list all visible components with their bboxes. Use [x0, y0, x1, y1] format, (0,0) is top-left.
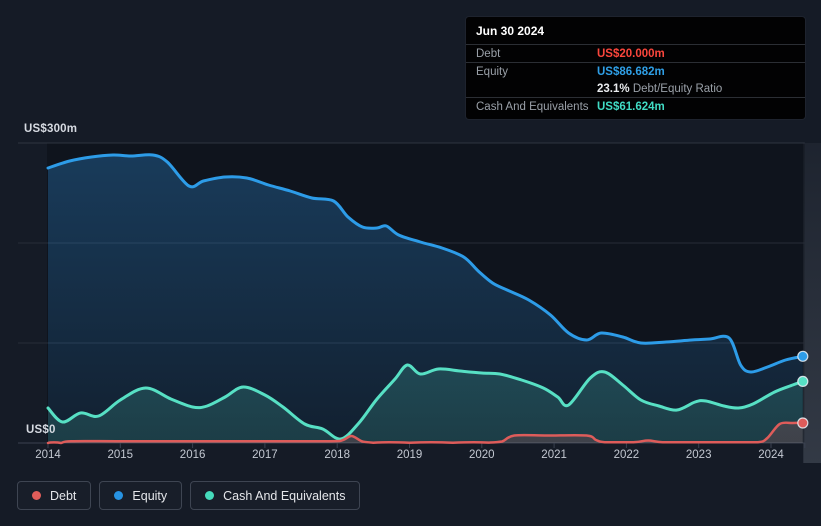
x-tick-label-2015: 2015 — [107, 449, 134, 461]
legend-item-label: Equity — [132, 488, 168, 503]
equity-area — [48, 154, 803, 443]
cash-and-equivalents-area — [48, 364, 803, 443]
x-tick-label-2021: 2021 — [541, 449, 567, 461]
tooltip-row-debt: Debt US$20.000m — [466, 44, 805, 62]
legend: Debt Equity Cash And Equivalents — [17, 481, 361, 510]
x-tick-label-2014: 2014 — [35, 449, 61, 461]
tooltip-cash-label: Cash And Equivalents — [476, 101, 589, 113]
tooltip-equity-value: US$86.682m — [597, 66, 665, 78]
y-axis-label-zero: US$0 — [26, 424, 56, 436]
tooltip-row-equity: Equity US$86.682m — [466, 62, 805, 80]
x-tick-label-2018: 2018 — [324, 449, 350, 461]
cash-and-equivalents-legend-dot-icon — [205, 491, 215, 500]
legend-item-label: Debt — [50, 488, 77, 503]
tooltip-equity-label: Equity — [476, 66, 508, 78]
tooltip-debt-label: Debt — [476, 48, 501, 60]
equity-endpoint-dot — [797, 350, 809, 362]
debt-endpoint-dot — [797, 417, 809, 429]
equity-line — [46, 153, 805, 374]
x-tick-label-2017: 2017 — [252, 449, 278, 461]
x-tick-label-2023: 2023 — [685, 449, 712, 461]
x-tick-label-2016: 2016 — [179, 449, 206, 461]
x-tick-label-2024: 2024 — [758, 449, 784, 461]
x-tick-label-2020: 2020 — [469, 449, 495, 461]
x-tick-label-2022: 2022 — [613, 449, 640, 461]
tooltip-ratio-value: 23.1% — [597, 83, 630, 95]
tooltip-debt-value: US$20.000m — [597, 48, 665, 60]
legend-item-cash-and-equivalents[interactable]: Cash And Equivalents — [190, 481, 361, 510]
cash-and-equivalents-line — [46, 363, 805, 441]
tooltip-ratio-label: Debt/Equity Ratio — [632, 83, 723, 95]
cash-and-equivalents-endpoint-dot — [797, 375, 809, 387]
debt-line — [46, 421, 805, 445]
tooltip-cash-value: US$61.624m — [597, 101, 665, 113]
x-tick-label-2019: 2019 — [396, 449, 423, 461]
y-axis-label-top: US$300m — [24, 123, 78, 135]
tooltip: Jun 30 2024 Debt US$20.000m Equity US$86… — [466, 17, 805, 119]
tooltip-date: Jun 30 2024 — [476, 24, 545, 38]
tooltip-row-cash: Cash And Equivalents US$61.624m — [466, 97, 805, 115]
tooltip-row-ratio: 23.1% Debt/Equity Ratio — [466, 80, 805, 97]
future-strip — [803, 143, 821, 463]
debt-legend-dot-icon — [32, 491, 41, 500]
legend-item-equity[interactable]: Equity — [99, 481, 183, 510]
legend-item-label: Cash And Equivalents — [223, 488, 346, 503]
equity-legend-dot-icon — [114, 491, 124, 500]
legend-item-debt[interactable]: Debt — [17, 481, 92, 510]
